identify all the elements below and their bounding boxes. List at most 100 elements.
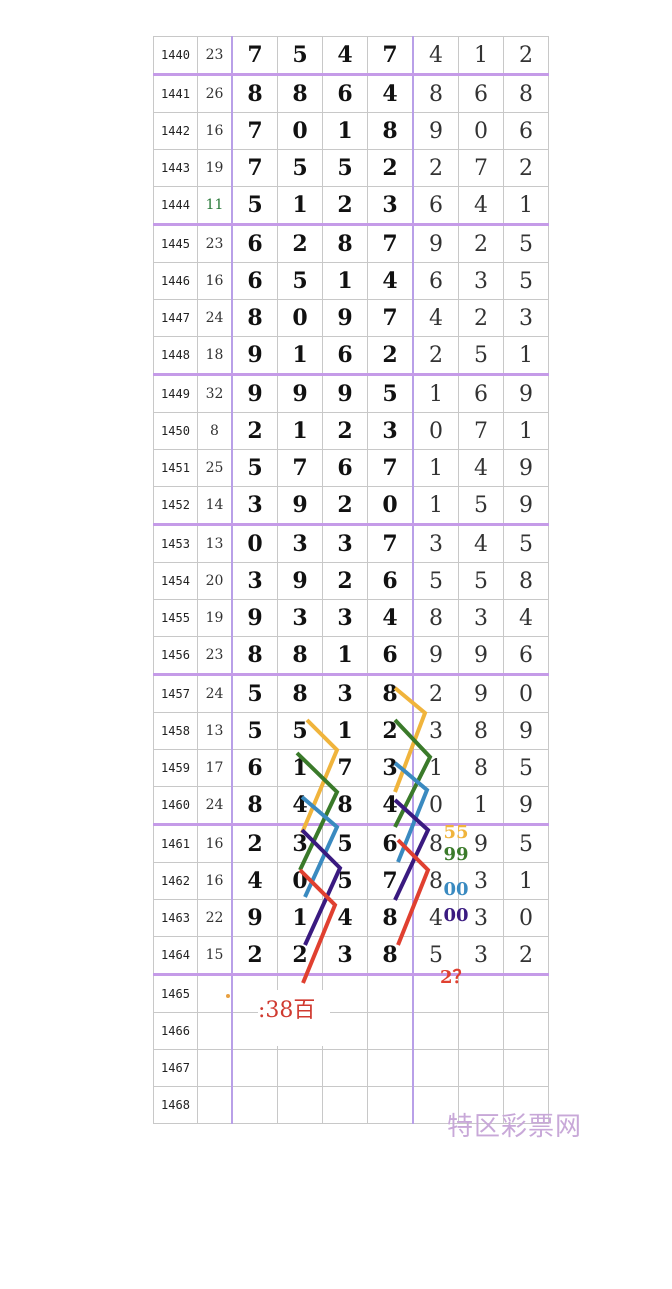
digit-cell — [503, 1086, 549, 1124]
digit-cell: 2 — [322, 186, 368, 226]
digit-cell: 5 — [231, 712, 278, 750]
issue-number: 1448 — [153, 336, 198, 376]
digit-cell: 1 — [322, 712, 368, 750]
digit-cell: 8 — [322, 786, 368, 826]
digit-cell: 4 — [503, 599, 549, 637]
table-row: 1441 26 8 8 6 4 8 6 8 — [153, 74, 549, 113]
digit-cell: 2 — [322, 486, 368, 526]
digit-cell: 9 — [231, 336, 278, 376]
digit-cell: 0 — [503, 674, 549, 713]
digit-cell: 1 — [503, 336, 549, 376]
sum-value — [197, 1049, 233, 1087]
table-row: 1468 — [153, 1086, 549, 1124]
digit-cell: 7 — [231, 36, 278, 76]
digit-cell: 0 — [458, 112, 504, 150]
digit-cell: 2 — [503, 936, 549, 976]
digit-cell: 3 — [277, 599, 323, 637]
sum-value: 23 — [197, 36, 233, 76]
digit-cell: 7 — [367, 449, 414, 487]
digit-cell: 4 — [277, 786, 323, 826]
sum-value: 11 — [197, 186, 233, 226]
digit-cell: 6 — [458, 374, 504, 413]
digit-cell — [412, 1012, 459, 1050]
digit-cell — [231, 1086, 278, 1124]
digit-cell: 1 — [277, 186, 323, 226]
sum-value: 22 — [197, 899, 233, 937]
table-row: 1462 16 4 0 5 7 8 3 1 — [153, 862, 549, 900]
table-row: 1447 24 8 0 9 7 4 2 3 — [153, 299, 549, 337]
sum-value: 17 — [197, 749, 233, 787]
issue-number: 1462 — [153, 862, 198, 900]
digit-cell: 1 — [322, 636, 368, 676]
issue-number: 1451 — [153, 449, 198, 487]
sum-value: 13 — [197, 524, 233, 563]
digit-cell: 2 — [367, 712, 414, 750]
table-row: 1463 22 9 1 4 8 4 3 0 — [153, 899, 549, 937]
sum-value — [197, 1086, 233, 1124]
digit-cell: 3 — [367, 749, 414, 787]
digit-cell: 0 — [367, 486, 414, 526]
digit-cell: 8 — [367, 674, 414, 713]
digit-cell: 0 — [277, 299, 323, 337]
digit-cell: 7 — [367, 862, 414, 900]
issue-number: 1441 — [153, 74, 198, 113]
sum-value: 16 — [197, 824, 233, 863]
issue-number: 1449 — [153, 374, 198, 413]
digit-cell: 5 — [503, 824, 549, 863]
annotation-green: 99 — [443, 844, 469, 865]
digit-cell: 6 — [231, 749, 278, 787]
sum-value — [197, 974, 233, 1013]
digit-cell: 9 — [412, 112, 459, 150]
digit-cell: 7 — [367, 36, 414, 76]
digit-cell: 7 — [367, 524, 414, 563]
digit-cell: 5 — [503, 749, 549, 787]
digit-cell: 8 — [503, 74, 549, 113]
issue-number: 1457 — [153, 674, 198, 713]
digit-cell: 5 — [277, 149, 323, 187]
digit-cell: 0 — [231, 524, 278, 563]
digit-cell: 4 — [412, 36, 459, 76]
digit-cell: 2 — [231, 824, 278, 863]
digit-cell — [367, 1086, 414, 1124]
digit-cell: 4 — [412, 299, 459, 337]
digit-cell: 2 — [458, 224, 504, 263]
digit-cell: 9 — [503, 449, 549, 487]
digit-cell: 3 — [367, 412, 414, 450]
digit-cell: 2 — [367, 336, 414, 376]
digit-cell: 9 — [277, 562, 323, 600]
sum-value: 24 — [197, 299, 233, 337]
digit-cell: 5 — [412, 562, 459, 600]
sum-value: 20 — [197, 562, 233, 600]
digit-cell: 0 — [412, 412, 459, 450]
digit-cell: 5 — [277, 262, 323, 300]
table-row: 1467 — [153, 1049, 549, 1087]
digit-cell: 7 — [231, 149, 278, 187]
annotation-yellow: 55 — [443, 822, 469, 843]
annotation-purple: 00 — [443, 905, 469, 926]
table-row: 1454 20 3 9 2 6 5 5 8 — [153, 562, 549, 600]
digit-cell: 3 — [367, 186, 414, 226]
sum-value: 18 — [197, 336, 233, 376]
digit-cell: 7 — [277, 449, 323, 487]
digit-cell: 3 — [322, 674, 368, 713]
digit-cell: 7 — [231, 112, 278, 150]
digit-cell — [503, 1012, 549, 1050]
digit-cell: 1 — [458, 786, 504, 826]
digit-cell: 3 — [322, 524, 368, 563]
issue-number: 1452 — [153, 486, 198, 526]
digit-cell: 9 — [503, 786, 549, 826]
table-row: 1451 25 5 7 6 7 1 4 9 — [153, 449, 549, 487]
digit-cell: 1 — [322, 112, 368, 150]
digit-cell: 0 — [503, 899, 549, 937]
digit-cell: 8 — [367, 899, 414, 937]
digit-cell — [322, 1049, 368, 1087]
digit-cell: 3 — [277, 824, 323, 863]
digit-cell: 9 — [322, 374, 368, 413]
digit-cell: 6 — [231, 224, 278, 263]
table-row: 1442 16 7 0 1 8 9 0 6 — [153, 112, 549, 150]
issue-number: 1461 — [153, 824, 198, 863]
digit-cell: 7 — [367, 224, 414, 263]
digit-cell: 3 — [458, 262, 504, 300]
digit-cell — [503, 974, 549, 1013]
digit-cell — [277, 1086, 323, 1124]
